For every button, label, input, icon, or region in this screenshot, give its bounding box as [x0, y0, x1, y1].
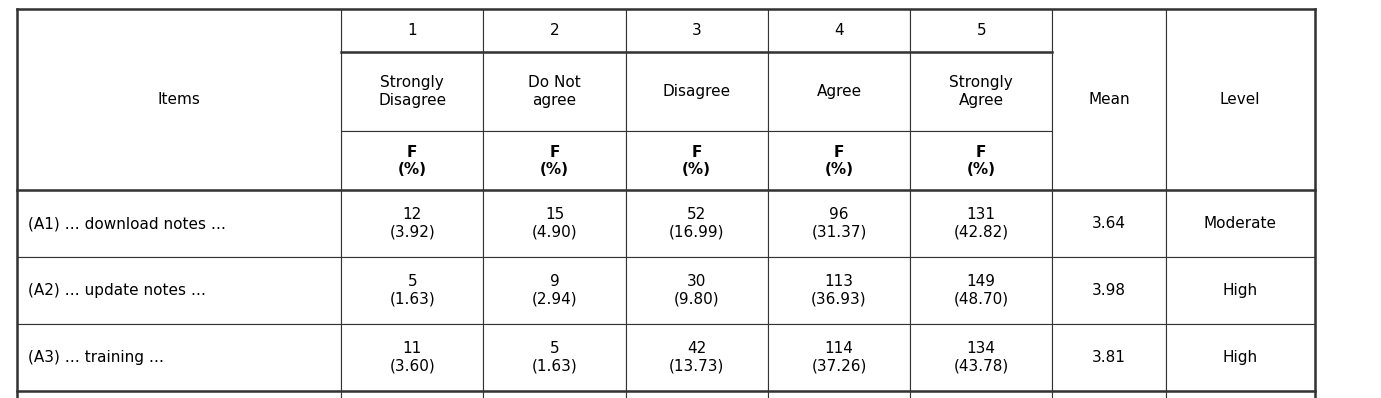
Bar [910, 9, 1052, 52]
Text: (A2) … update notes …: (A2) … update notes … [28, 283, 206, 298]
Text: 5
(1.63): 5 (1.63) [532, 341, 577, 374]
Bar [483, 9, 626, 52]
Bar [1052, 391, 1166, 398]
Text: 3: 3 [692, 23, 702, 38]
Bar [1052, 257, 1166, 324]
Text: Mean: Mean [1088, 92, 1130, 107]
Bar [626, 9, 768, 52]
Bar [341, 131, 483, 190]
Text: Disagree: Disagree [663, 84, 731, 99]
Text: 134
(43.78): 134 (43.78) [953, 341, 1010, 374]
Text: Moderate: Moderate [1204, 216, 1276, 231]
Bar [483, 52, 626, 131]
Text: 30
(9.80): 30 (9.80) [674, 274, 720, 307]
Text: Agree: Agree [816, 84, 862, 99]
Bar [910, 52, 1052, 131]
Text: 1: 1 [407, 23, 417, 38]
Text: 2: 2 [550, 23, 559, 38]
Bar [768, 391, 910, 398]
Bar [341, 257, 483, 324]
Text: Do Not
agree: Do Not agree [528, 75, 581, 108]
Bar [341, 324, 483, 391]
Text: 42
(13.73): 42 (13.73) [668, 341, 725, 374]
Bar [483, 131, 626, 190]
Text: Strongly
Agree: Strongly Agree [949, 75, 1014, 108]
Text: F
(%): F (%) [540, 144, 569, 177]
Bar [1052, 190, 1166, 257]
Text: (A3) … training …: (A3) … training … [28, 350, 163, 365]
Bar [1052, 324, 1166, 391]
Text: 113
(36.93): 113 (36.93) [811, 274, 867, 307]
Text: Strongly
Disagree: Strongly Disagree [378, 75, 446, 108]
Bar [910, 257, 1052, 324]
Bar [626, 131, 768, 190]
Bar [910, 131, 1052, 190]
Bar [1166, 324, 1315, 391]
Text: F
(%): F (%) [824, 144, 853, 177]
Text: 12
(3.92): 12 (3.92) [389, 207, 435, 240]
Text: High: High [1222, 350, 1258, 365]
Bar [910, 324, 1052, 391]
Bar [768, 131, 910, 190]
Text: Level: Level [1219, 92, 1261, 107]
Text: 149
(48.70): 149 (48.70) [954, 274, 1008, 307]
Bar [910, 391, 1052, 398]
Bar [626, 52, 768, 131]
Bar [768, 324, 910, 391]
Text: 131
(42.82): 131 (42.82) [954, 207, 1008, 240]
Text: 3.81: 3.81 [1092, 350, 1126, 365]
Bar [626, 190, 768, 257]
Bar [1166, 257, 1315, 324]
Bar [768, 257, 910, 324]
Bar [1166, 190, 1315, 257]
Text: 5: 5 [976, 23, 986, 38]
Text: 3.64: 3.64 [1092, 216, 1126, 231]
Text: F
(%): F (%) [398, 144, 427, 177]
Bar [17, 9, 341, 190]
Text: 15
(4.90): 15 (4.90) [532, 207, 577, 240]
Text: F
(%): F (%) [682, 144, 711, 177]
Bar [1166, 9, 1315, 190]
Bar [341, 9, 483, 52]
Bar [626, 324, 768, 391]
Text: High: High [1222, 283, 1258, 298]
Bar [17, 391, 341, 398]
Bar [341, 190, 483, 257]
Bar [626, 257, 768, 324]
Text: 5
(1.63): 5 (1.63) [389, 274, 435, 307]
Bar [483, 391, 626, 398]
Bar [1166, 391, 1315, 398]
Bar [17, 324, 341, 391]
Text: (A1) … download notes …: (A1) … download notes … [28, 216, 225, 231]
Bar [768, 52, 910, 131]
Bar [483, 257, 626, 324]
Text: 3.98: 3.98 [1092, 283, 1126, 298]
Bar [768, 190, 910, 257]
Bar [1052, 9, 1166, 190]
Bar [626, 391, 768, 398]
Bar [910, 190, 1052, 257]
Bar [17, 190, 341, 257]
Bar [341, 391, 483, 398]
Text: 96
(31.37): 96 (31.37) [811, 207, 867, 240]
Text: 114
(37.26): 114 (37.26) [811, 341, 867, 374]
Text: 4: 4 [834, 23, 844, 38]
Bar [483, 190, 626, 257]
Bar [768, 9, 910, 52]
Bar [483, 324, 626, 391]
Bar [341, 52, 483, 131]
Text: 11
(3.60): 11 (3.60) [389, 341, 435, 374]
Text: 9
(2.94): 9 (2.94) [532, 274, 577, 307]
Text: 52
(16.99): 52 (16.99) [668, 207, 725, 240]
Text: Items: Items [157, 92, 200, 107]
Bar [17, 257, 341, 324]
Text: F
(%): F (%) [967, 144, 996, 177]
